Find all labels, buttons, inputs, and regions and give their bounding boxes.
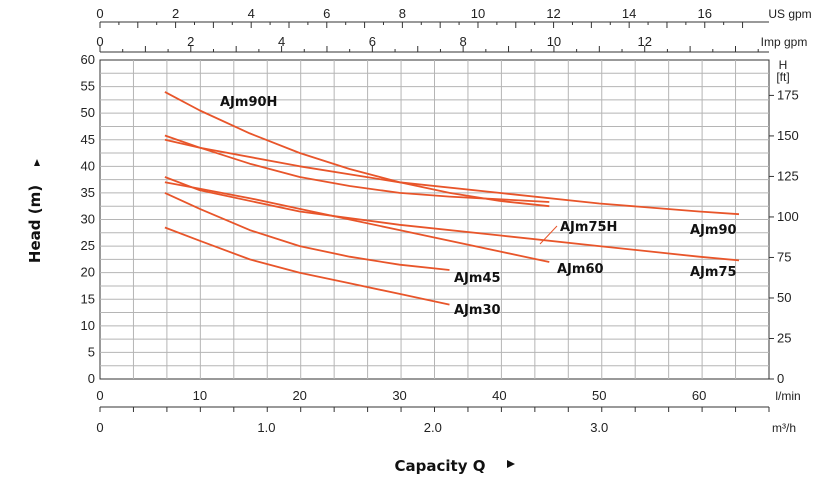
us-gpm-tick-label: 10 xyxy=(471,6,485,21)
y-tick-label: 25 xyxy=(81,238,95,253)
us-gpm-tick-label: 2 xyxy=(172,6,179,21)
curves xyxy=(164,91,740,306)
us-gpm-unit: US gpm xyxy=(768,7,811,21)
imp-gpm-tick-label: 6 xyxy=(369,34,376,49)
x-tick-label: 60 xyxy=(692,388,706,403)
y-tick-label: 30 xyxy=(81,212,95,227)
us-gpm-tick-label: 14 xyxy=(622,6,636,21)
y-axis-arrow-icon xyxy=(34,159,40,166)
axes: 0510152025303540455055600255075100125150… xyxy=(81,6,812,435)
grid xyxy=(99,59,770,380)
x-tick-label: 50 xyxy=(592,388,606,403)
imp-gpm-unit: Imp gpm xyxy=(761,35,808,49)
x-tick-label: 20 xyxy=(292,388,306,403)
x-tick-label: 0 xyxy=(96,388,103,403)
curve-label-ajm30: AJm30 xyxy=(454,303,501,318)
right-tick-label: 100 xyxy=(777,209,799,224)
right-axis-unit-h: H xyxy=(779,58,788,72)
imp-gpm-tick-label: 4 xyxy=(278,34,285,49)
curve-ajm75 xyxy=(164,176,740,262)
curve-label-ajm45: AJm45 xyxy=(454,271,501,286)
m3h-tick-label: 2.0 xyxy=(424,420,442,435)
x-tick-label: 30 xyxy=(392,388,406,403)
curve-ajm60 xyxy=(164,181,550,263)
right-tick-label: 0 xyxy=(777,371,784,386)
us-gpm-tick-label: 8 xyxy=(399,6,406,21)
right-tick-label: 75 xyxy=(777,249,791,264)
right-tick-label: 125 xyxy=(777,168,799,183)
y-tick-label: 45 xyxy=(81,132,95,147)
m3h-tick-label: 0 xyxy=(96,420,103,435)
y-tick-label: 5 xyxy=(88,344,95,359)
curve-label-ajm90: AJm90 xyxy=(690,223,737,238)
us-gpm-tick-label: 16 xyxy=(698,6,712,21)
us-gpm-tick-label: 4 xyxy=(248,6,255,21)
right-tick-label: 25 xyxy=(777,330,791,345)
right-tick-label: 50 xyxy=(777,290,791,305)
curve-label-ajm60: AJm60 xyxy=(557,262,604,277)
m3h-tick-label: 1.0 xyxy=(257,420,275,435)
y-tick-label: 35 xyxy=(81,185,95,200)
m3h-axis-unit: m³/h xyxy=(772,421,796,435)
y-axis-title: Head (m) xyxy=(26,185,44,263)
imp-gpm-tick-label: 12 xyxy=(637,34,651,49)
curve-labels: AJm90H AJm90 AJm75H AJm75 AJm60 AJm45 AJm30 xyxy=(220,95,737,318)
right-axis-unit-ft: [ft] xyxy=(776,70,789,84)
y-tick-label: 40 xyxy=(81,158,95,173)
y-tick-label: 60 xyxy=(81,52,95,67)
curve-ajm90 xyxy=(164,138,740,216)
right-tick-label: 150 xyxy=(777,128,799,143)
curve-ajm75h xyxy=(164,134,550,203)
x-axis-title: Capacity Q xyxy=(395,457,486,475)
right-tick-label: 175 xyxy=(777,87,799,102)
us-gpm-tick-label: 12 xyxy=(546,6,560,21)
curve-ajm45 xyxy=(164,192,450,271)
imp-gpm-tick-label: 10 xyxy=(547,34,561,49)
curve-label-ajm75: AJm75 xyxy=(690,265,737,280)
y-tick-label: 50 xyxy=(81,105,95,120)
y-tick-label: 0 xyxy=(88,371,95,386)
m3h-tick-label: 3.0 xyxy=(590,420,608,435)
x-axis-arrow-icon xyxy=(507,460,515,468)
curve-label-ajm90h: AJm90H xyxy=(220,95,277,110)
y-tick-label: 15 xyxy=(81,291,95,306)
curve-ajm30 xyxy=(164,226,450,306)
curve-label-ajm75h: AJm75H xyxy=(560,220,617,235)
y-tick-label: 10 xyxy=(81,318,95,333)
x-tick-label: 10 xyxy=(193,388,207,403)
y-tick-label: 55 xyxy=(81,79,95,94)
us-gpm-tick-label: 6 xyxy=(323,6,330,21)
imp-gpm-tick-label: 2 xyxy=(187,34,194,49)
x-tick-label: 40 xyxy=(492,388,506,403)
y-tick-label: 20 xyxy=(81,265,95,280)
imp-gpm-tick-label: 8 xyxy=(460,34,467,49)
x-axis-unit: l/min xyxy=(775,389,800,403)
imp-gpm-tick-label: 0 xyxy=(96,34,103,49)
ajm75h-leader-line xyxy=(539,225,558,245)
us-gpm-tick-label: 0 xyxy=(96,6,103,21)
